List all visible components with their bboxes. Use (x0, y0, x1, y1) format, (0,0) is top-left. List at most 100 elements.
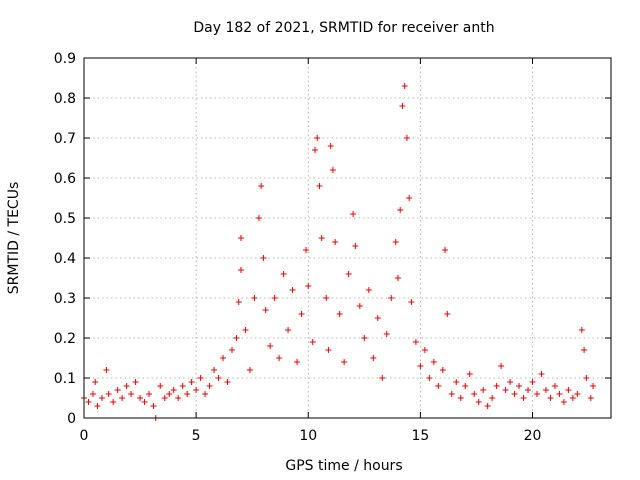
data-point (255, 215, 262, 221)
y-tick-label: 0.8 (54, 91, 76, 107)
data-point (132, 379, 139, 385)
data-point (316, 183, 323, 189)
chart-title: Day 182 of 2021, SRMTID for receiver ant… (193, 20, 494, 36)
data-point (569, 395, 576, 401)
data-point (298, 311, 305, 317)
data-point (202, 391, 209, 397)
data-point (251, 295, 258, 301)
data-point (590, 383, 597, 389)
data-point (294, 359, 301, 365)
data-point (484, 403, 491, 409)
data-point (462, 383, 469, 389)
data-point (520, 395, 527, 401)
data-point (119, 395, 126, 401)
data-point (242, 327, 249, 333)
data-points (81, 83, 597, 421)
data-point (309, 339, 316, 345)
data-point (123, 383, 130, 389)
data-point (406, 195, 413, 201)
data-point (444, 311, 451, 317)
data-point (430, 359, 437, 365)
data-point (105, 391, 112, 397)
data-point (417, 363, 424, 369)
data-point (399, 103, 406, 109)
data-point (141, 399, 148, 405)
data-point (285, 327, 292, 333)
data-point (197, 375, 204, 381)
data-point (356, 303, 363, 309)
data-point (365, 287, 372, 293)
data-point (235, 299, 242, 305)
data-point (157, 383, 164, 389)
data-point (489, 395, 496, 401)
data-point (442, 247, 449, 253)
data-point (170, 387, 177, 393)
data-point (542, 387, 549, 393)
data-point (318, 235, 325, 241)
data-point (361, 335, 368, 341)
data-point (276, 355, 283, 361)
data-point (341, 359, 348, 365)
data-point (565, 387, 572, 393)
data-point (516, 383, 523, 389)
data-point (193, 387, 200, 393)
data-point (426, 375, 433, 381)
data-point (146, 391, 153, 397)
y-tick-label: 0.7 (54, 131, 76, 147)
data-point (271, 295, 278, 301)
data-point (327, 143, 334, 149)
data-point (538, 371, 545, 377)
data-point (397, 207, 404, 213)
data-point (229, 347, 236, 353)
y-tick-label: 0.2 (54, 331, 76, 347)
data-point (280, 271, 287, 277)
data-point (507, 379, 514, 385)
data-point (403, 135, 410, 141)
data-point (128, 391, 135, 397)
data-point (551, 383, 558, 389)
data-point (578, 327, 585, 333)
data-point (345, 271, 352, 277)
data-point (179, 383, 186, 389)
y-tick-label: 0.4 (54, 251, 76, 267)
data-point (581, 347, 588, 353)
x-axis-title: GPS time / hours (285, 458, 402, 474)
data-point (533, 391, 540, 397)
y-tick-label: 0.3 (54, 291, 76, 307)
grid-lines (84, 58, 611, 418)
data-point (89, 391, 96, 397)
plot-frame (83, 57, 612, 419)
data-point (502, 387, 509, 393)
data-point (94, 403, 101, 409)
data-point (110, 399, 117, 405)
data-point (493, 383, 500, 389)
data-point (556, 391, 563, 397)
data-point (237, 235, 244, 241)
data-point (383, 331, 390, 337)
data-point (246, 367, 253, 373)
y-tick-label: 0.1 (54, 371, 76, 387)
data-point (336, 311, 343, 317)
axis-ticks: 0 0.1 0.2 0.3 0.4 0.5 0.6 0.7 0.8 0.9 0 5 10 15 20 (54, 51, 611, 444)
x-tick-label: 15 (411, 428, 429, 444)
data-point (480, 387, 487, 393)
data-point (547, 395, 554, 401)
data-point (98, 395, 105, 401)
data-point (370, 355, 377, 361)
data-point (394, 275, 401, 281)
y-tick-label: 0.5 (54, 211, 76, 227)
data-point (267, 343, 274, 349)
data-point (150, 403, 157, 409)
data-point (401, 83, 408, 89)
data-point (374, 315, 381, 321)
data-point (379, 375, 386, 381)
data-point (260, 255, 267, 261)
data-point (587, 395, 594, 401)
data-point (103, 367, 110, 373)
y-tick-label: 0.9 (54, 51, 76, 67)
data-point (498, 363, 505, 369)
data-point (560, 399, 567, 405)
y-tick-label: 0 (67, 411, 76, 427)
data-point (435, 383, 442, 389)
data-point (175, 395, 182, 401)
